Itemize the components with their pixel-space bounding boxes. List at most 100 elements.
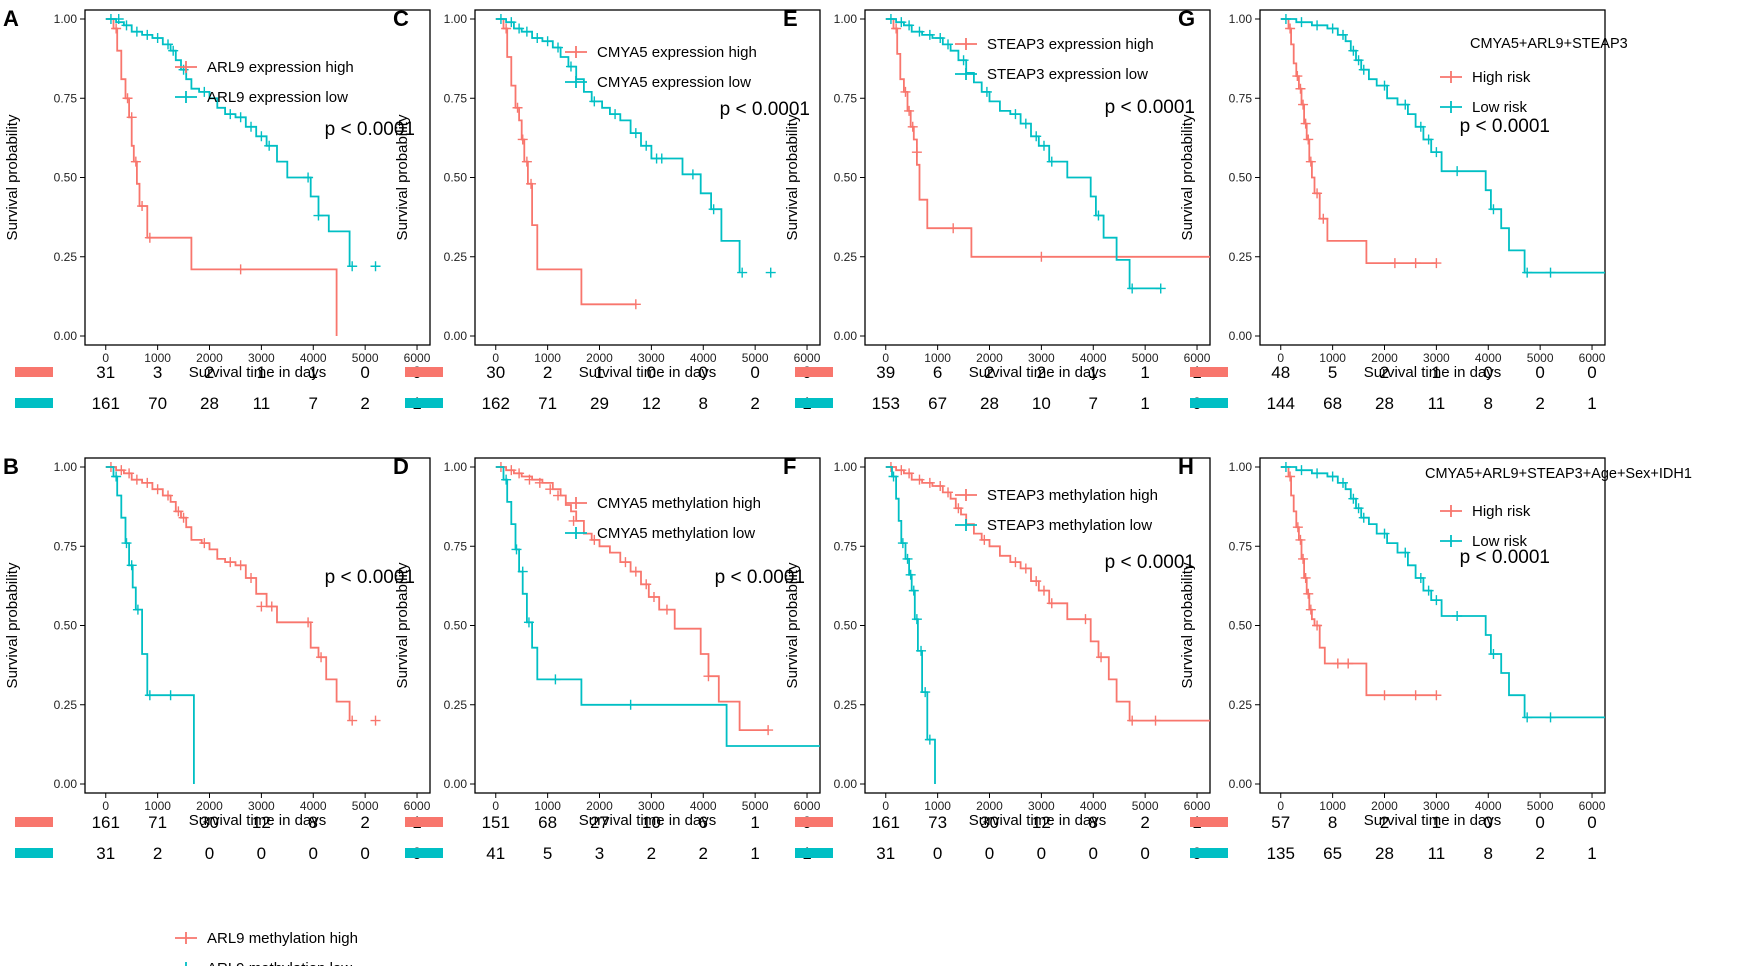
risk-table-swatch bbox=[405, 367, 443, 377]
panel-letter: F bbox=[783, 454, 796, 479]
censor-mark bbox=[1295, 534, 1306, 545]
censor-mark bbox=[121, 20, 132, 31]
y-tick-label: 0.00 bbox=[444, 777, 468, 791]
risk-count: 3 bbox=[153, 363, 162, 382]
censor-mark bbox=[1298, 553, 1309, 564]
risk-count: 2 bbox=[699, 844, 708, 863]
legend-title: CMYA5+ARL9+STEAP3 bbox=[1470, 36, 1628, 52]
survival-curve bbox=[105, 18, 351, 267]
y-axis-title: Survival probability bbox=[784, 114, 801, 240]
censor-mark bbox=[935, 481, 946, 492]
survival-curve bbox=[495, 18, 636, 306]
censor-mark bbox=[266, 601, 277, 612]
risk-count: 1 bbox=[257, 363, 266, 382]
y-tick-label: 0.50 bbox=[834, 171, 858, 185]
censor-mark bbox=[885, 14, 896, 24]
x-tick-label: 4000 bbox=[1080, 799, 1107, 813]
risk-count: 28 bbox=[200, 394, 219, 413]
risk-count: 30 bbox=[486, 363, 505, 382]
censor-mark bbox=[144, 232, 155, 243]
y-axis-title: Survival probability bbox=[1179, 562, 1196, 688]
censor-mark bbox=[173, 506, 184, 517]
censor-mark bbox=[1280, 14, 1291, 24]
risk-count: 30 bbox=[980, 813, 999, 832]
x-tick-label: 6000 bbox=[1579, 799, 1606, 813]
p-value: p < 0.0001 bbox=[720, 99, 810, 120]
risk-count: 31 bbox=[96, 844, 115, 863]
risk-count: 29 bbox=[590, 394, 609, 413]
censor-mark bbox=[904, 105, 915, 116]
y-tick-label: 0.50 bbox=[444, 171, 468, 185]
censor-mark bbox=[1452, 610, 1463, 621]
plot-frame bbox=[84, 457, 431, 794]
risk-count: 11 bbox=[253, 394, 271, 413]
risk-table-swatch bbox=[15, 367, 53, 377]
legend-key bbox=[565, 46, 587, 58]
risk-count: 2 bbox=[750, 394, 759, 413]
x-tick-label: 2000 bbox=[976, 799, 1003, 813]
censor-mark bbox=[1410, 258, 1421, 269]
censor-mark bbox=[506, 465, 517, 476]
censor-mark bbox=[1353, 55, 1364, 66]
risk-count: 1 bbox=[1432, 363, 1441, 382]
risk-count: 8 bbox=[309, 813, 318, 832]
risk-count: 27 bbox=[590, 813, 609, 832]
censor-mark bbox=[1010, 109, 1021, 120]
y-tick-label: 0.50 bbox=[834, 619, 858, 633]
censor-mark bbox=[1296, 17, 1307, 28]
censor-mark bbox=[524, 474, 535, 485]
censor-mark bbox=[152, 33, 163, 44]
legend-label: CMYA5 expression low bbox=[597, 74, 751, 91]
panel-letter: G bbox=[1178, 6, 1195, 31]
censor-mark bbox=[313, 210, 324, 221]
censor-mark bbox=[132, 604, 143, 615]
y-tick-label: 1.00 bbox=[54, 12, 78, 26]
censor-mark bbox=[641, 579, 652, 590]
risk-count: 1 bbox=[1140, 394, 1149, 413]
censor-mark bbox=[168, 45, 179, 56]
panel-letter: H bbox=[1178, 454, 1194, 479]
censor-mark bbox=[545, 484, 556, 495]
y-tick-label: 1.00 bbox=[444, 12, 468, 26]
censor-mark bbox=[225, 557, 236, 568]
plot-frame bbox=[1259, 457, 1606, 794]
risk-count: 153 bbox=[872, 394, 900, 413]
censor-mark bbox=[1379, 690, 1390, 701]
censor-mark bbox=[553, 490, 564, 501]
censor-mark bbox=[737, 267, 748, 278]
survival-curve bbox=[885, 466, 936, 784]
censor-mark bbox=[958, 55, 969, 66]
censor-mark bbox=[1423, 134, 1434, 145]
censor-mark bbox=[948, 223, 959, 234]
y-tick-label: 0.25 bbox=[54, 250, 78, 264]
censor-mark bbox=[924, 29, 935, 40]
risk-count: 71 bbox=[538, 394, 557, 413]
censor-mark bbox=[907, 121, 918, 132]
censor-mark bbox=[1292, 71, 1303, 82]
x-tick-label: 1000 bbox=[534, 351, 561, 365]
y-tick-label: 0.75 bbox=[444, 91, 468, 105]
censor-mark bbox=[1312, 188, 1323, 199]
x-tick-label: 5000 bbox=[352, 799, 379, 813]
y-tick-label: 0.50 bbox=[444, 619, 468, 633]
p-value: p < 0.0001 bbox=[325, 119, 415, 140]
risk-count: 10 bbox=[642, 813, 661, 832]
legend-label: STEAP3 expression low bbox=[987, 66, 1148, 83]
risk-count: 135 bbox=[1267, 844, 1295, 863]
panel-f: F0.000.250.500.751.000 1000 2000 3000 4000 50… bbox=[783, 454, 1211, 863]
risk-count: 31 bbox=[876, 844, 895, 863]
y-tick-label: 0.25 bbox=[54, 698, 78, 712]
x-tick-label: 0 bbox=[102, 799, 109, 813]
panel-letter: C bbox=[393, 6, 409, 31]
risk-count: 161 bbox=[92, 394, 120, 413]
censor-mark bbox=[1415, 572, 1426, 583]
censor-mark bbox=[1285, 471, 1296, 482]
legend-label: Low risk bbox=[1472, 99, 1528, 116]
risk-count: 2 bbox=[1380, 813, 1389, 832]
panel-d: D 0.00 0.25 0.50 0.75 1.00 0 1000 2000 3000 4000 50… bbox=[393, 454, 821, 863]
censor-mark bbox=[542, 36, 553, 47]
panel-letter: A bbox=[3, 6, 19, 31]
censor-mark bbox=[512, 102, 523, 113]
censor-mark bbox=[905, 569, 916, 580]
risk-count: 2 bbox=[360, 394, 369, 413]
